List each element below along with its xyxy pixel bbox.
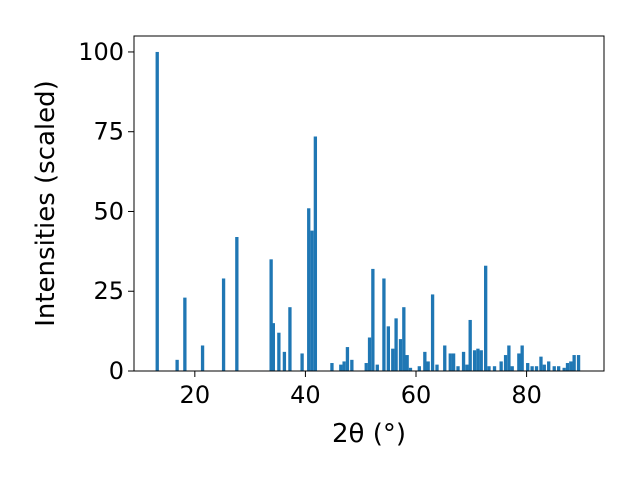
bar bbox=[235, 237, 239, 371]
bar bbox=[398, 339, 403, 371]
bar bbox=[487, 366, 491, 371]
bar bbox=[510, 366, 514, 371]
x-axis-label: 2θ (°) bbox=[332, 419, 406, 449]
bar bbox=[572, 355, 576, 371]
bar bbox=[465, 364, 469, 371]
x-tick-label: 40 bbox=[290, 381, 321, 409]
bar bbox=[562, 367, 566, 371]
bar bbox=[423, 351, 427, 371]
bar bbox=[175, 359, 179, 371]
bar bbox=[221, 278, 226, 371]
bar bbox=[479, 350, 483, 371]
bar bbox=[526, 363, 530, 371]
bar bbox=[391, 348, 395, 371]
bar bbox=[468, 319, 472, 371]
bar bbox=[371, 268, 375, 371]
bar bbox=[402, 307, 406, 371]
bar bbox=[456, 366, 460, 371]
bar bbox=[534, 366, 539, 371]
bar bbox=[576, 355, 581, 371]
y-tick-label: 25 bbox=[93, 277, 124, 305]
bar bbox=[430, 294, 435, 371]
bar bbox=[364, 363, 368, 371]
bar bbox=[310, 230, 314, 371]
bar bbox=[269, 259, 273, 371]
bar bbox=[492, 366, 497, 371]
bar bbox=[382, 278, 386, 371]
bars-group bbox=[155, 51, 581, 371]
x-tick-label: 80 bbox=[511, 381, 542, 409]
x-axis-ticks: 20 40 60 80 bbox=[180, 371, 542, 409]
bar bbox=[451, 353, 456, 371]
bar bbox=[547, 361, 551, 371]
bar bbox=[476, 348, 480, 371]
bar bbox=[342, 361, 346, 371]
bar bbox=[394, 318, 398, 371]
y-tick-label: 0 bbox=[109, 357, 124, 385]
bar bbox=[539, 356, 543, 371]
bar bbox=[565, 363, 570, 371]
bar bbox=[313, 136, 318, 371]
bar bbox=[183, 297, 187, 371]
y-axis-label: Intensities (scaled) bbox=[31, 80, 61, 327]
bar bbox=[417, 366, 421, 371]
bar bbox=[330, 363, 334, 371]
bar bbox=[461, 351, 466, 371]
bar bbox=[435, 364, 439, 371]
x-tick-label: 20 bbox=[180, 381, 211, 409]
bar bbox=[282, 351, 287, 371]
bar bbox=[155, 51, 159, 371]
bar bbox=[448, 353, 452, 371]
bar bbox=[517, 353, 521, 371]
plot-frame bbox=[133, 35, 605, 372]
bar bbox=[200, 345, 205, 371]
bar bbox=[350, 359, 354, 371]
bar bbox=[443, 345, 447, 371]
x-tick-label: 60 bbox=[401, 381, 432, 409]
y-tick-label: 50 bbox=[93, 197, 124, 225]
y-tick-label: 100 bbox=[78, 38, 124, 66]
bar bbox=[300, 353, 304, 371]
bar bbox=[507, 345, 511, 371]
bar bbox=[520, 345, 524, 371]
bar bbox=[569, 361, 573, 371]
bar bbox=[288, 307, 292, 371]
bar bbox=[472, 350, 477, 371]
bar bbox=[503, 355, 508, 371]
bar bbox=[499, 361, 503, 371]
bar bbox=[426, 361, 430, 371]
bar bbox=[542, 364, 546, 371]
bar bbox=[339, 364, 343, 371]
bar bbox=[405, 355, 409, 371]
bar bbox=[277, 332, 281, 371]
y-axis-ticks: 0 25 50 75 100 bbox=[78, 38, 134, 385]
bar bbox=[408, 367, 413, 371]
bar bbox=[386, 326, 391, 371]
bar bbox=[271, 323, 275, 371]
bar bbox=[557, 366, 561, 371]
bar bbox=[367, 337, 372, 371]
bar bbox=[530, 366, 534, 371]
bar bbox=[552, 366, 556, 371]
bar bbox=[345, 347, 350, 371]
bar bbox=[307, 208, 311, 371]
y-tick-label: 75 bbox=[93, 118, 124, 146]
bar bbox=[484, 265, 488, 371]
bar bbox=[375, 364, 379, 371]
